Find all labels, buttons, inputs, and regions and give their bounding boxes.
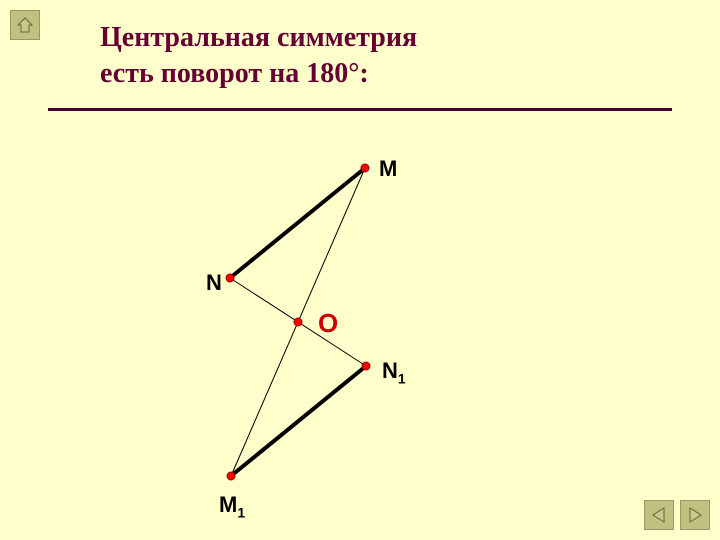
title-underline [48,108,672,111]
triangle-right-icon [686,506,704,524]
nav-home-button[interactable] [10,10,40,40]
title-line-1: Центральная симметрия [100,22,417,53]
title-line-2: есть поворот на 180°: [100,58,369,89]
page-title: Центральная симметрия есть поворот на 18… [100,20,417,93]
home-icon [15,15,35,35]
point-label-N: N [206,270,222,296]
triangle-left-icon [650,506,668,524]
symmetry-diagram: MNON1M1 [100,150,620,510]
nav-prev-button[interactable] [644,500,674,530]
point-label-N1: N1 [382,358,406,386]
point-label-M: M [379,156,397,182]
point-label-O: O [318,308,338,339]
nav-next-button[interactable] [680,500,710,530]
diagram-svg [100,150,620,510]
point-label-M1: M1 [219,492,245,520]
